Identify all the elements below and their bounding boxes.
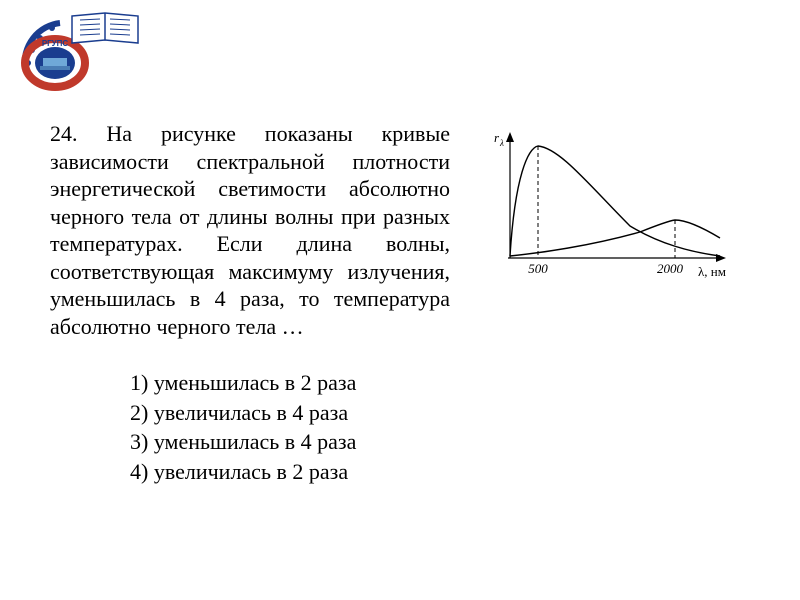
answer-option-3: 3) уменьшилась в 4 раза [130, 427, 750, 457]
tick-500: 500 [528, 261, 548, 276]
y-axis-label-sub: λ [499, 138, 504, 148]
question-number: 24. [50, 121, 78, 146]
question-body: На рисунке показаны кривые зависимости с… [50, 121, 450, 339]
logo-text: РГУПС [42, 39, 69, 48]
spectral-chart: r λ λ, нм 500 2000 [470, 126, 730, 286]
university-logo: РГУПС [10, 8, 140, 93]
question-text: 24. На рисунке показаны кривые зависимос… [50, 120, 450, 340]
question-row: 24. На рисунке показаны кривые зависимос… [50, 120, 750, 340]
answer-option-4: 4) увеличилась в 2 раза [130, 457, 750, 487]
answers-list: 1) уменьшилась в 2 раза 2) увеличилась в… [130, 368, 750, 487]
tick-2000: 2000 [657, 261, 684, 276]
answer-option-2: 2) увеличилась в 4 раза [130, 398, 750, 428]
answer-option-1: 1) уменьшилась в 2 раза [130, 368, 750, 398]
content-area: 24. На рисунке показаны кривые зависимос… [50, 120, 750, 487]
high-temp-curve [510, 146, 720, 256]
x-axis-label: λ, нм [698, 264, 726, 279]
